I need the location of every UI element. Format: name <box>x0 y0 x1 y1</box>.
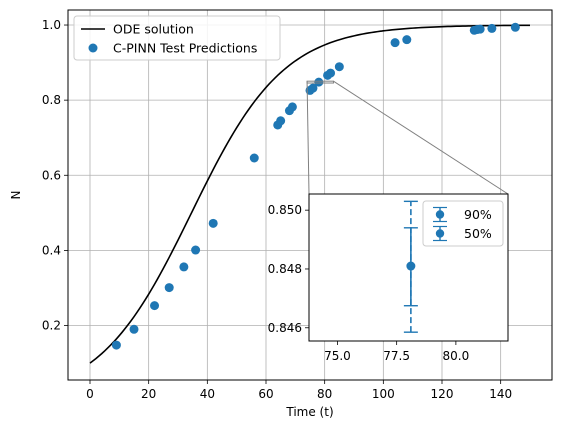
data-point <box>390 38 400 48</box>
inset-legend-marker <box>435 210 445 219</box>
data-point <box>334 62 344 72</box>
data-point <box>164 283 174 293</box>
data-point <box>150 301 160 311</box>
data-point <box>249 153 259 163</box>
inset-x-tick-label: 80.0 <box>443 349 470 363</box>
x-tick-label: 0 <box>86 387 94 401</box>
x-tick-label: 80 <box>317 387 332 401</box>
y-tick-label: 1.0 <box>42 18 61 32</box>
x-tick-label: 60 <box>258 387 273 401</box>
zoom-connector-line <box>306 81 310 195</box>
zoom-connector-line <box>333 80 509 195</box>
x-tick-label: 100 <box>372 387 395 401</box>
data-point <box>326 68 336 78</box>
main-axes-frame <box>67 9 553 381</box>
data-point <box>487 23 497 33</box>
x-tick-label: 120 <box>431 387 454 401</box>
inset-data-point <box>406 261 416 271</box>
series-line-ode-solution <box>89 24 531 364</box>
x-tick-label: 140 <box>489 387 512 401</box>
legend-label-cpinn: C-PINN Test Predictions <box>113 41 257 56</box>
main-plot: 0 20 40 60 80 100 120 140 0.2 0.4 0.6 0.8 1.0 Time (t… <box>9 9 553 419</box>
legend-box <box>73 15 281 61</box>
inset-x-tick-label: 77.5 <box>383 349 410 363</box>
data-point <box>191 245 201 255</box>
data-point <box>287 102 297 112</box>
data-point <box>208 218 218 228</box>
x-tick-label: 40 <box>200 387 215 401</box>
y-tick-label: 0.2 <box>42 319 61 333</box>
data-point <box>402 35 412 45</box>
data-point <box>111 340 121 350</box>
data-point <box>276 116 286 126</box>
y-tick-label: 0.4 <box>42 243 61 257</box>
data-point <box>179 262 189 272</box>
data-point <box>129 324 139 334</box>
inset-y-tick-label: 0.850 <box>268 203 302 217</box>
inset-legend-label: 50% <box>464 226 492 241</box>
x-tick-label: 20 <box>141 387 156 401</box>
y-tick-label: 0.8 <box>42 93 61 107</box>
legend-marker-swatch <box>88 43 98 53</box>
inset-y-tick-label: 0.846 <box>268 321 302 335</box>
y-axis-label: N <box>9 191 23 200</box>
x-axis-label: Time (t) <box>285 405 333 419</box>
legend-label-ode: ODE solution <box>113 22 194 37</box>
inset-x-tick-label: 75.0 <box>324 349 351 363</box>
data-point <box>510 22 520 32</box>
inset-y-tick-label: 0.848 <box>268 262 302 276</box>
data-point <box>308 83 318 93</box>
main-legend: ODE solution C-PINN Test Predictions <box>73 15 281 61</box>
data-point <box>314 77 324 87</box>
y-tick-label: 0.6 <box>42 168 61 182</box>
inset-legend: 90%50% <box>422 200 504 247</box>
inset-legend-label: 90% <box>464 207 492 222</box>
data-point <box>475 24 485 34</box>
inset-legend-marker <box>435 229 445 238</box>
